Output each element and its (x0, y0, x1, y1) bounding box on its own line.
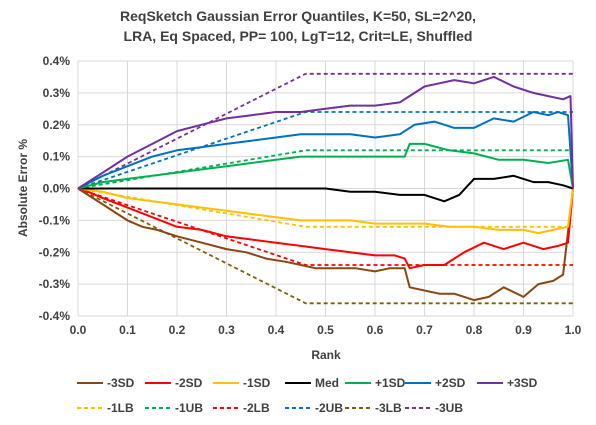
x-axis-label: Rank (311, 348, 341, 362)
x-tick-label: 0.7 (416, 323, 433, 337)
legend-item: +3SD (477, 376, 538, 390)
series-line-2sd (77, 111, 574, 190)
x-tick-label: 0.6 (367, 323, 384, 337)
series-line-1sd (77, 142, 574, 190)
legend-label: -2UB (315, 401, 343, 415)
x-tick-label: 0.1 (119, 323, 136, 337)
y-tick-label: -0.3% (39, 277, 71, 291)
series-line-3sd (77, 187, 574, 302)
x-tick-label: 1.0 (565, 323, 582, 337)
y-tick-label: 0.2% (43, 118, 71, 132)
legend-item: -3SD (77, 376, 135, 390)
legend-item: -2SD (145, 376, 203, 390)
legend-label: -3SD (107, 376, 135, 390)
x-tick-label: 0.5 (317, 323, 334, 337)
chart-title-line-2: LRA, Eq Spaced, PP= 100, LgT=12, Crit=LE… (123, 28, 473, 44)
y-tick-label: 0.4% (43, 54, 71, 68)
legend: -3SD -2SD -1SD Med +1SD +2SD +3SD -1LB -1UB -2LB -… (77, 376, 538, 415)
legend-label: +1SD (375, 376, 406, 390)
series-line-3sd (77, 75, 574, 190)
legend-item: -3LB (345, 401, 402, 415)
x-tick-label: 0.3 (218, 323, 235, 337)
y-tick-label: 0.0% (43, 182, 71, 196)
legend-item: -2UB (285, 401, 343, 415)
tick-labels: 0.4% 0.3% 0.2% 0.1% 0.0% -0.1% -0.2% -0.3% -0.4%… (39, 54, 582, 337)
chart-title-line-1: ReqSketch Gaussian Error Quantiles, K=50… (120, 8, 476, 24)
legend-label: +2SD (435, 376, 466, 390)
legend-label: -2LB (243, 401, 270, 415)
legend-label: -1LB (107, 401, 134, 415)
series-line-2lb (77, 187, 573, 266)
y-tick-label: 0.3% (43, 86, 71, 100)
legend-label: -3LB (375, 401, 402, 415)
legend-label: -3UB (435, 401, 463, 415)
legend-label: -1SD (243, 376, 271, 390)
series-line-1sd (77, 187, 574, 235)
legend-item: -2LB (213, 401, 270, 415)
legend-item: -1SD (213, 376, 271, 390)
legend-item: -3UB (405, 401, 463, 415)
legend-label: Med (315, 376, 339, 390)
legend-label: +3SD (507, 376, 538, 390)
x-tick-label: 0.9 (515, 323, 532, 337)
legend-label: -1UB (175, 401, 203, 415)
series-line-1ub (77, 149, 573, 190)
y-axis-label: Absolute Error % (16, 139, 30, 237)
series-line-1lb (77, 187, 573, 228)
series-line-3lb (77, 187, 573, 305)
legend-item: -1LB (77, 401, 134, 415)
series-line-med (78, 174, 574, 203)
x-tick-label: 0.0 (70, 323, 87, 337)
y-tick-label: -0.2% (39, 245, 71, 259)
chart-title: ReqSketch Gaussian Error Quantiles, K=50… (0, 6, 596, 46)
series-line-3ub (77, 72, 573, 190)
series-line-2sd (77, 187, 574, 270)
series-layer (77, 72, 574, 305)
y-tick-label: 0.1% (43, 150, 71, 164)
y-tick-label: -0.1% (39, 213, 71, 227)
legend-item: -1UB (145, 401, 203, 415)
x-tick-label: 0.2 (169, 323, 186, 337)
x-tick-label: 0.8 (466, 323, 483, 337)
legend-item: Med (285, 376, 339, 390)
legend-item: +2SD (405, 376, 466, 390)
legend-item: +1SD (345, 376, 406, 390)
x-tick-label: 0.4 (268, 323, 285, 337)
legend-label: -2SD (175, 376, 203, 390)
y-tick-label: -0.4% (39, 309, 71, 323)
